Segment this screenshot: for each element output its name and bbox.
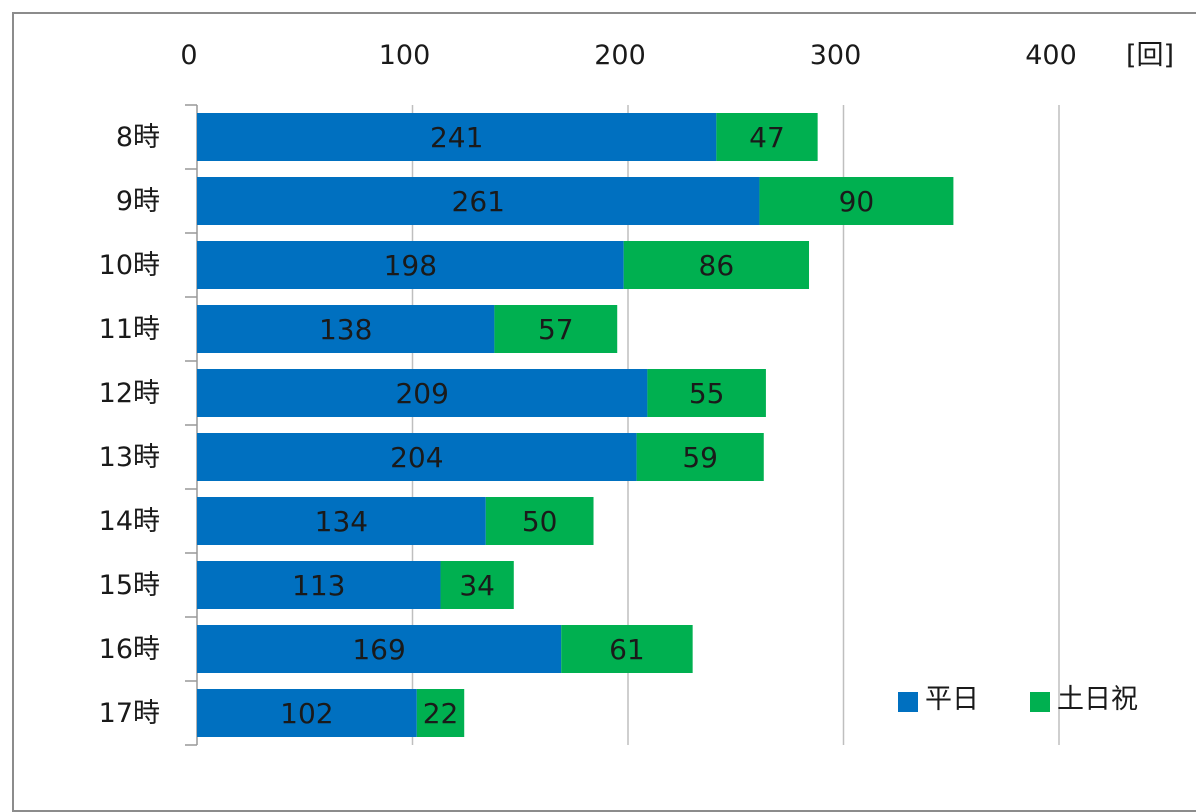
value-label: 261 [452, 185, 505, 218]
x-unit-label: [回] [1126, 40, 1174, 71]
bar-segment-weekend [485, 497, 594, 545]
category-label: 17時 [99, 698, 160, 729]
bar-segment-weekend [716, 113, 818, 161]
value-label: 59 [682, 441, 718, 474]
value-label: 241 [430, 121, 483, 154]
bar-segment-weekday [197, 689, 417, 737]
legend-swatch [1030, 692, 1050, 712]
value-label: 204 [390, 441, 443, 474]
value-label: 138 [319, 313, 372, 346]
value-label: 113 [292, 569, 345, 602]
bar-segment-weekday [197, 305, 495, 353]
bar-segment-weekday [197, 433, 637, 481]
category-label: 16時 [99, 634, 160, 665]
category-label: 12時 [99, 378, 160, 409]
value-label: 61 [609, 633, 645, 666]
value-label: 209 [395, 377, 448, 410]
bar-segment-weekday [197, 113, 717, 161]
bar-segment-weekend [494, 305, 618, 353]
axes: 0 100 200 300 400 [回] 8時 9時 10時 11時 12時 13時 14時 15時 16… [99, 40, 1174, 746]
category-label: 13時 [99, 442, 160, 473]
bar-segment-weekday [197, 497, 486, 545]
value-label: 55 [689, 377, 725, 410]
bar-segment-weekend [561, 625, 693, 673]
bar-segment-weekday [197, 177, 760, 225]
value-label: 90 [839, 185, 875, 218]
value-label: 86 [699, 249, 735, 282]
x-tick-label: 200 [594, 40, 646, 71]
legend-label: 平日 [925, 684, 979, 715]
value-label: 57 [538, 313, 574, 346]
bar-segment-weekend [759, 177, 954, 225]
x-tick-label: 0 [180, 40, 197, 71]
bar-segment-weekend [636, 433, 764, 481]
value-label: 134 [315, 505, 368, 538]
x-tick-label: 400 [1025, 40, 1077, 71]
bar-segment-weekend [416, 689, 465, 737]
value-label: 22 [423, 697, 459, 730]
bar-segment-weekend [647, 369, 766, 417]
bar-segment-weekend [623, 241, 810, 289]
bar-segment-weekday [197, 241, 624, 289]
value-label: 50 [522, 505, 558, 538]
stacked-bar-chart: 0 100 200 300 400 [回] 8時 9時 10時 11時 12時 13時 14時 15時 16… [99, 40, 1174, 746]
data-labels: 241 47 261 90 198 86 138 57 209 55 204 59 134 50 113 34… [280, 121, 874, 730]
bar-segment-weekday [197, 369, 648, 417]
legend: 平日 土日祝 [898, 684, 1138, 715]
x-tick-label: 300 [810, 40, 862, 71]
category-label: 10時 [99, 250, 160, 281]
category-label: 15時 [99, 570, 160, 601]
legend-swatch [898, 692, 918, 712]
value-label: 102 [280, 697, 333, 730]
bars [197, 113, 954, 737]
legend-label: 土日祝 [1057, 684, 1138, 715]
bar-segment-weekday [197, 561, 441, 609]
value-label: 47 [749, 121, 785, 154]
category-label: 8時 [116, 122, 160, 153]
bar-segment-weekday [197, 625, 562, 673]
category-label: 14時 [99, 506, 160, 537]
value-label: 169 [352, 633, 405, 666]
x-tick-label: 100 [379, 40, 431, 71]
value-label: 34 [459, 569, 495, 602]
value-label: 198 [384, 249, 437, 282]
category-label: 9時 [116, 186, 160, 217]
category-label: 11時 [99, 314, 160, 345]
bar-segment-weekend [440, 561, 514, 609]
